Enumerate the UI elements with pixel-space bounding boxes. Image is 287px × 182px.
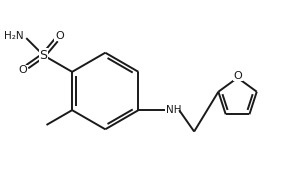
Text: O: O xyxy=(19,65,28,75)
Text: H₂N: H₂N xyxy=(4,31,24,41)
Text: O: O xyxy=(55,31,64,41)
Text: NH: NH xyxy=(166,105,182,115)
Text: S: S xyxy=(40,49,47,62)
Text: O: O xyxy=(234,71,242,81)
